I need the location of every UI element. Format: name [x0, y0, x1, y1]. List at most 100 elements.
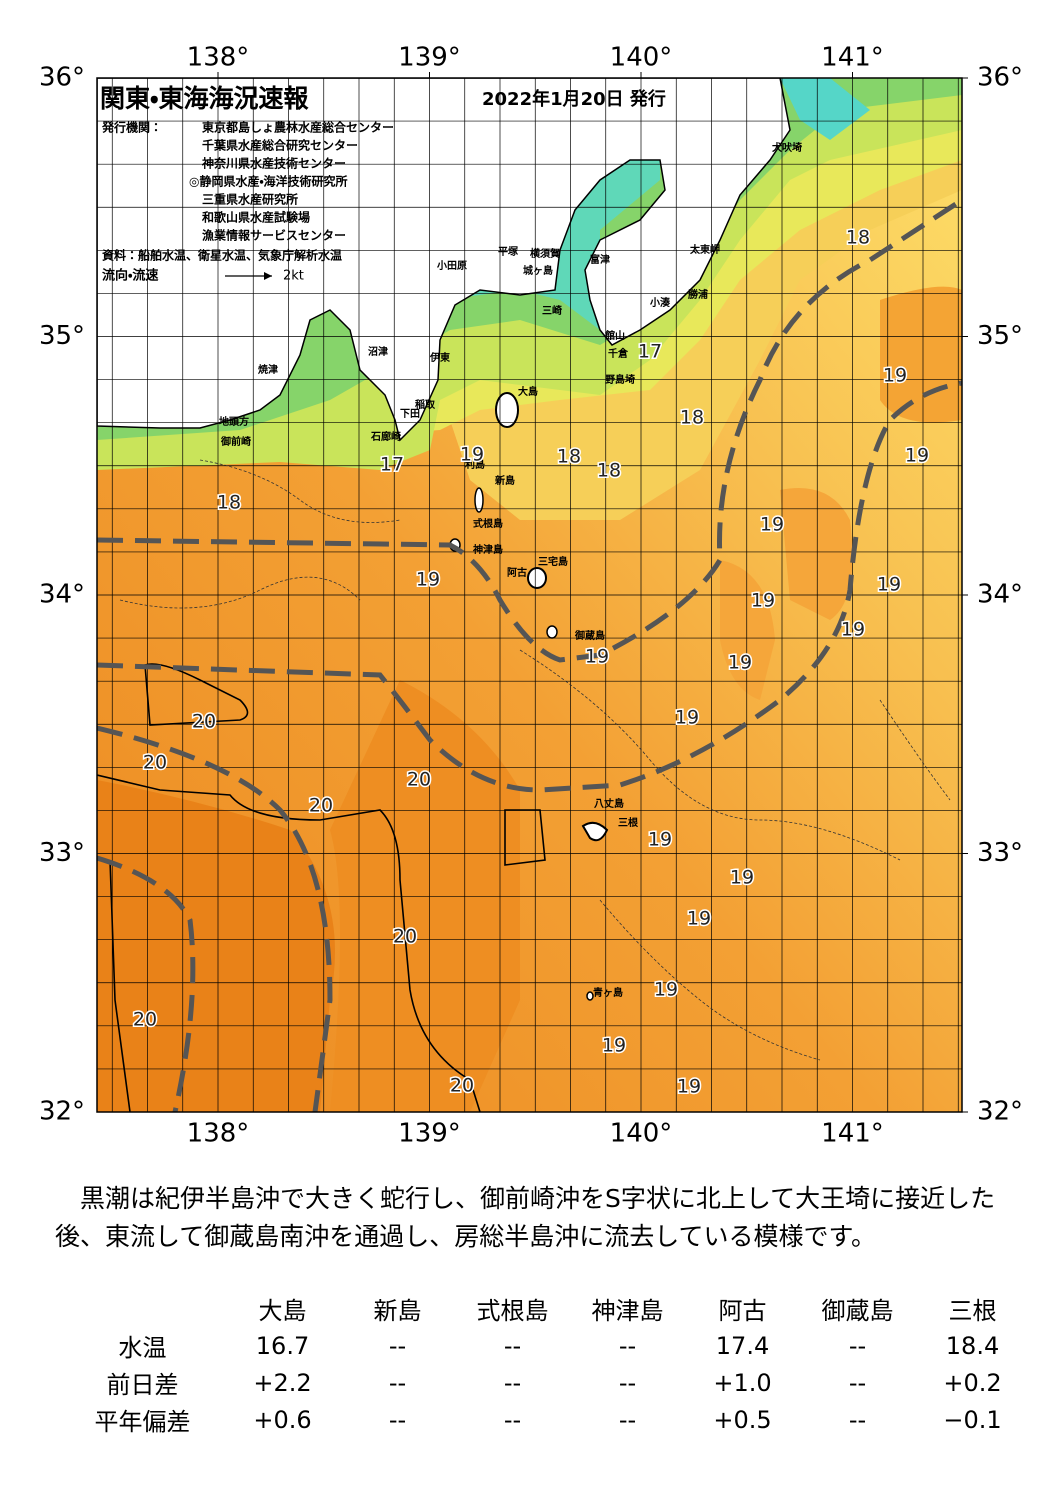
isotherm-label: 19 [760, 514, 784, 536]
table-cell: -- [388, 1405, 407, 1434]
isotherm-label: 20 [407, 769, 431, 791]
isotherm-label: 18 [680, 407, 704, 429]
place-name: 平塚 [498, 245, 519, 258]
place-name: 利島 [465, 458, 485, 471]
isotherm-label: 19 [883, 365, 907, 387]
lat-label: 33° [977, 838, 1023, 868]
issue-date: 2022年1月20日 発行 [482, 88, 666, 110]
column-header: 神津島 [591, 1297, 664, 1325]
kuroshio-axis [97, 197, 962, 1112]
place-name: 御蔵島 [574, 629, 605, 642]
table-cell: -- [503, 1331, 522, 1360]
place-name: 大島 [518, 385, 538, 398]
island [586, 991, 594, 1001]
lat-label: 33° [39, 838, 85, 868]
lat-label: 32° [977, 1097, 1023, 1127]
warm-patch [780, 488, 853, 620]
isotherm-label: 19 [687, 908, 711, 930]
place-name: 伊東 [429, 351, 450, 364]
table-header: 大島 新島 式根島 神津島 阿古 御蔵島 三根 [60, 1290, 1030, 1327]
table-row: 平年偏差 +0.6 -- -- -- +0.5 -- −0.1 [60, 1401, 1030, 1438]
table-cell: +2.2 [253, 1368, 312, 1397]
depth-contour [119, 459, 951, 1061]
table-cell: -- [848, 1368, 867, 1397]
summary-text: 黒潮は紀伊半島沖で大きく蛇行し、御前崎沖をS字状に北上して大王埼に接近した後、東… [55, 1184, 996, 1251]
island [546, 625, 558, 639]
row-label: 前日差 [106, 1371, 179, 1399]
current-legend-label: 流向・流速 [102, 268, 158, 284]
lat-label: 35° [39, 321, 85, 351]
row-label: 平年偏差 [94, 1408, 191, 1436]
lat-label: 34° [977, 580, 1023, 610]
coordinate-labels: 138° 138° 139° 139° 140° 140° 141° 141° 36° 36° 35… [39, 43, 1023, 1149]
row-label: 水温 [118, 1334, 167, 1362]
lon-label: 141° [821, 43, 884, 73]
lat-label: 36° [39, 63, 85, 93]
isotherm-label: 19 [751, 590, 775, 612]
data-sources: 資料：船舶水温、衛星水温、気象庁解析水温 [102, 248, 342, 263]
place-name: 千倉 [608, 347, 629, 360]
lon-label: 141° [821, 1119, 884, 1149]
table-cell: -- [848, 1331, 867, 1360]
place-name: 新島 [494, 474, 515, 487]
lon-label: 140° [610, 1119, 673, 1149]
lon-label: 139° [398, 43, 461, 73]
table-cell: +0.2 [943, 1368, 1002, 1397]
table-body: 水温 16.7 -- -- -- 17.4 -- 18.4 前日差 +2.2 -- -- -- +1.0 -… [60, 1327, 1030, 1438]
column-header: 阿古 [718, 1297, 767, 1325]
isotherm-label: 18 [557, 446, 581, 468]
place-name: 沼津 [368, 345, 388, 358]
place-name: 焼津 [258, 363, 278, 376]
isotherm-label: 18 [217, 492, 241, 514]
isotherm-label: 19 [730, 867, 754, 889]
column-header: 大島 [258, 1297, 307, 1325]
table-cell: -- [618, 1405, 637, 1434]
lat-label: 32° [39, 1097, 85, 1127]
warm-zone [330, 680, 520, 1112]
issuer: 東京都島しょ農林水産総合センター [202, 120, 394, 135]
island [581, 821, 609, 842]
table-cell: -- [848, 1405, 867, 1434]
lon-label: 138° [187, 1119, 250, 1149]
isotherm-label: 19 [654, 979, 678, 1001]
table-cell: +0.5 [713, 1405, 772, 1434]
isotherm-label: 20 [393, 926, 417, 948]
table-cell: -- [503, 1368, 522, 1397]
isotherm-label: 17 [380, 454, 404, 476]
place-name: 小湊 [649, 296, 671, 309]
lon-label: 139° [398, 1119, 461, 1149]
issuer: 千葉県水産総合研究センター [202, 138, 358, 153]
cold-zone [780, 78, 870, 140]
isotherm-label: 20 [450, 1075, 474, 1097]
issuer: ◎静岡県水産・海洋技術研究所 [189, 174, 348, 189]
table-cell: 18.4 [945, 1331, 1000, 1360]
lat-label: 35° [977, 321, 1023, 351]
place-name: 三根 [618, 816, 639, 829]
table-cell: -- [618, 1368, 637, 1397]
column-header: 新島 [373, 1297, 422, 1325]
place-name: 三宅島 [538, 555, 568, 568]
isotherm-label: 19 [841, 619, 865, 641]
isotherm-label: 19 [905, 445, 929, 467]
warm-zone [97, 780, 335, 1112]
land [97, 78, 791, 442]
warm-patch [880, 286, 962, 423]
issuer: 神奈川県水産技術センター [201, 156, 346, 171]
isotherm-label: 19 [677, 1076, 701, 1098]
place-name: 城ヶ島 [523, 264, 553, 277]
isotherm-label: 18 [597, 460, 621, 482]
isotherm-label: 19 [728, 652, 752, 674]
place-name: 式根島 [473, 517, 503, 530]
issuer: 和歌山県水産試験場 [201, 210, 310, 225]
table-cell: +1.0 [713, 1368, 772, 1397]
isotherm-label: 20 [133, 1009, 157, 1031]
issuers-label: 発行機関： [101, 120, 162, 135]
table-cell: -- [618, 1331, 637, 1360]
place-name: 勝浦 [688, 288, 708, 301]
issuer-list: 東京都島しょ農林水産総合センター千葉県水産総合研究センター神奈川県水産技術センタ… [189, 120, 394, 243]
island [474, 487, 484, 513]
place-name: 神津島 [472, 543, 503, 556]
